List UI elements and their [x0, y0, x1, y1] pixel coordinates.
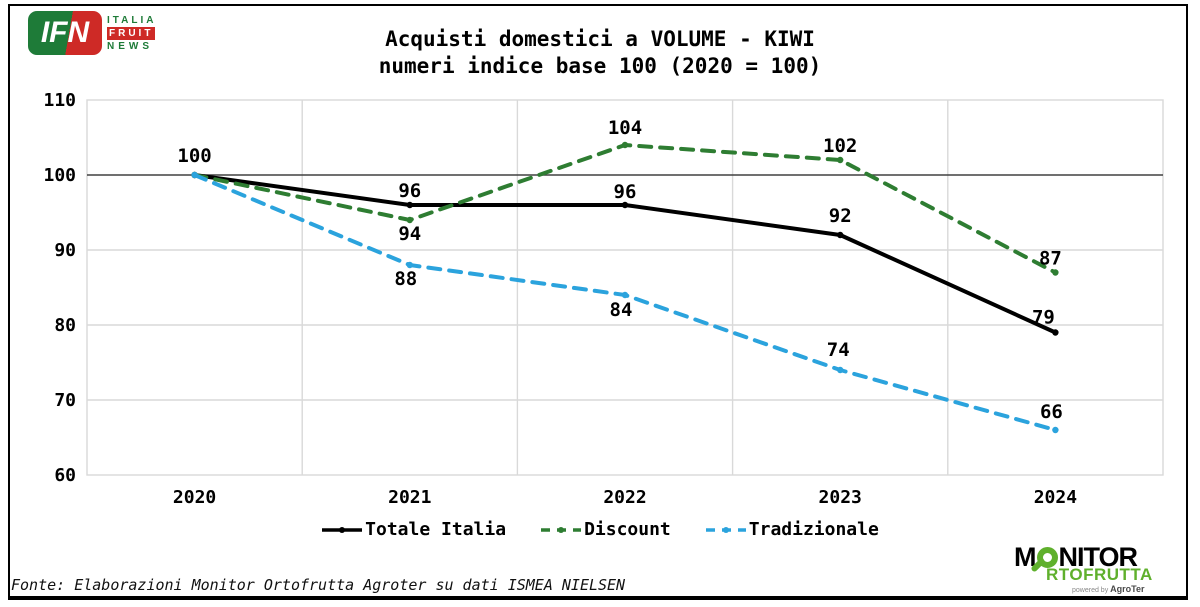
point-tradizionale-2024: [1052, 426, 1059, 434]
ortofrutta-wordmark: RTOFRUTTA: [1046, 565, 1153, 584]
chart-title-line2: numeri indice base 100 (2020 = 100): [378, 54, 822, 78]
legend-label-totale-italia: Totale Italia: [365, 519, 507, 540]
data-label-1-2022: 104: [608, 117, 642, 139]
data-label-0-2023: 92: [829, 205, 852, 227]
legend-marker-dashed-line-icon: [705, 526, 746, 533]
magnifier-icon: [1029, 546, 1058, 573]
point-discount-2024: [1052, 269, 1059, 276]
data-label-1-2023: 102: [823, 135, 857, 157]
legend-item-totale-italia: Totale Italia: [321, 519, 506, 540]
x-tick-2024: 2024: [1034, 487, 1078, 508]
x-tick-2021: 2021: [388, 487, 431, 508]
x-tick-2022: 2022: [603, 487, 646, 508]
legend-label-discount: Discount: [584, 519, 671, 540]
y-tick-80: 80: [54, 315, 76, 336]
legend-label-tradizionale: Tradizionale: [748, 519, 879, 540]
ifn-logo-box: IFN: [28, 11, 102, 55]
data-label-1-2024: 87: [1039, 248, 1062, 270]
data-label-2-2021: 88: [394, 268, 417, 290]
ifn-news-label: NEWS: [107, 40, 153, 52]
point-tradizionale-2023: [837, 366, 844, 374]
point-discount-2023: [837, 156, 844, 164]
point-totale-italia-2021: [406, 201, 413, 209]
powered-by-label: powered by: [1072, 587, 1109, 594]
data-label-2-2023: 74: [827, 339, 850, 361]
ifn-acronym: IFN: [40, 16, 90, 49]
legend-marker-solid-line-icon: [322, 526, 363, 533]
data-label-0-2021: 96: [398, 180, 421, 202]
y-tick-90: 90: [54, 240, 76, 261]
point-discount-2022: [621, 141, 629, 149]
data-label-0-2022: 96: [614, 181, 637, 203]
monitor-ortofrutta-logo: M NITOR RTOFRUTTA powered by AgroTer: [1014, 542, 1184, 595]
legend-item-discount: Discount: [540, 519, 671, 540]
agroter-label: AgroTer: [1110, 584, 1145, 594]
plot-border: [86, 99, 1164, 476]
y-tick-60: 60: [54, 465, 76, 486]
ifn-logo-wordmark: ITALIA FRUIT NEWS: [107, 15, 156, 52]
monitor-nitor: NITOR: [1058, 542, 1139, 572]
monitor-wordmark: M NITOR: [1014, 542, 1184, 573]
legend-item-tradizionale: Tradizionale: [705, 519, 879, 540]
point-tradizionale-2021: [406, 261, 413, 269]
point-totale-italia-2023: [837, 231, 844, 239]
chart-title-line1: Acquisti domestici a VOLUME - KIWI: [385, 27, 815, 51]
point-tradizionale-2020: [191, 171, 198, 179]
x-tick-2020: 2020: [173, 487, 216, 508]
ifn-logo: IFN ITALIA FRUIT NEWS: [28, 11, 156, 55]
data-label-2-2024: 66: [1040, 401, 1063, 423]
legend-marker-dashed-line-icon: [541, 526, 582, 533]
x-tick-2023: 2023: [819, 487, 862, 508]
ifn-italia-label: ITALIA: [107, 14, 157, 26]
y-tick-100: 100: [43, 165, 76, 186]
powered-by-agroter: powered by AgroTer: [1072, 584, 1184, 594]
chart-title: Acquisti domestici a VOLUME - KIWI numer…: [0, 26, 1200, 80]
y-tick-70: 70: [54, 390, 76, 411]
ifn-fruit-label: FRUIT: [107, 26, 156, 40]
monitor-m: M: [1014, 542, 1036, 572]
point-tradizionale-2022: [621, 291, 629, 299]
data-label-0-2024: 79: [1032, 307, 1055, 329]
data-label-0-2020: 100: [177, 145, 211, 167]
series-line-discount: [192, 143, 1058, 275]
data-label-1-2021: 94: [398, 223, 421, 245]
point-totale-italia-2024: [1052, 329, 1059, 336]
chart-legend: Totale Italia Discount Tradizionale: [0, 519, 1200, 540]
point-discount-2021: [406, 216, 413, 224]
source-note: Fonte: Elaborazioni Monitor Ortofrutta A…: [11, 576, 626, 594]
point-totale-italia-2022: [621, 201, 629, 209]
y-tick-110: 110: [43, 90, 76, 111]
data-label-2-2022: 84: [610, 299, 633, 321]
